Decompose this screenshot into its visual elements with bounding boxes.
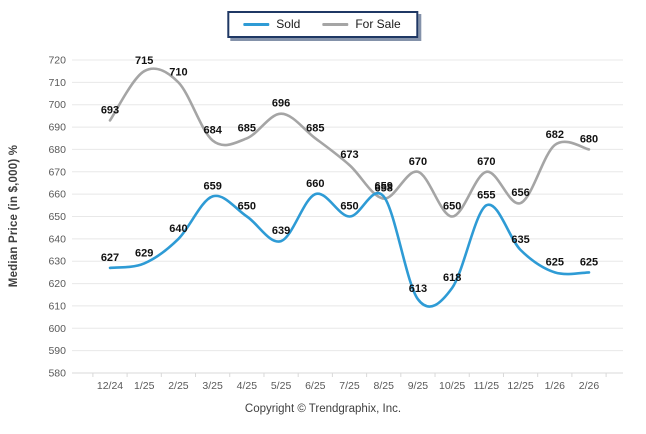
x-tick-label: 1/26 — [545, 380, 566, 392]
for-sale-data-label: 696 — [272, 98, 290, 110]
for-sale-data-label: 670 — [477, 156, 495, 168]
x-tick-label: 4/25 — [237, 380, 258, 392]
x-tick-label: 1/25 — [134, 380, 155, 392]
sold-data-label: 625 — [546, 256, 564, 268]
for-sale-data-label: 685 — [306, 122, 324, 134]
y-tick-label: 590 — [48, 345, 66, 357]
y-tick-label: 650 — [48, 211, 66, 223]
for-sale-data-label: 680 — [580, 133, 598, 145]
for-sale-data-label: 710 — [169, 66, 187, 78]
for-sale-line-swatch — [322, 22, 349, 26]
sold-data-label: 660 — [306, 178, 324, 190]
for-sale-data-label: 658 — [375, 183, 393, 195]
x-tick-label: 8/25 — [373, 380, 394, 392]
y-tick-label: 620 — [48, 278, 66, 290]
for-sale-data-label: 656 — [511, 187, 529, 199]
legend: Sold For Sale — [227, 11, 419, 38]
for-sale-data-label: 684 — [203, 124, 222, 136]
sold-data-label: 640 — [169, 223, 187, 235]
sold-data-label: 650 — [238, 201, 256, 213]
y-tick-label: 690 — [48, 122, 66, 134]
copyright-text: Copyright © Trendgraphix, Inc. — [244, 403, 402, 415]
x-tick-label: 3/25 — [202, 380, 223, 392]
legend-label-for-sale: For Sale — [355, 17, 401, 31]
sold-data-label: 618 — [443, 272, 461, 284]
for-sale-data-label: 685 — [238, 122, 256, 134]
sold-data-label: 659 — [375, 180, 393, 192]
x-tick-label: 5/25 — [271, 380, 292, 392]
for-sale-line — [108, 67, 591, 218]
x-tick-label: 12/25 — [507, 380, 533, 392]
sold-data-label: 627 — [101, 252, 119, 264]
sold-line-swatch — [243, 22, 270, 26]
sold-data-label: 655 — [477, 189, 495, 201]
y-tick-label: 580 — [48, 368, 66, 380]
sold-data-label: 613 — [409, 283, 427, 295]
legend-item-for-sale: For Sale — [322, 17, 401, 31]
sold-data-label: 625 — [580, 256, 598, 268]
y-tick-label: 710 — [48, 77, 66, 89]
sold-data-label: 659 — [203, 180, 221, 192]
for-sale-data-label: 650 — [443, 201, 461, 213]
x-tick-label: 10/25 — [439, 380, 465, 392]
for-sale-data-label: 682 — [546, 129, 564, 141]
y-tick-label: 630 — [48, 256, 66, 268]
legend-item-sold: Sold — [243, 17, 300, 31]
x-tick-label: 2/26 — [579, 380, 600, 392]
x-tick-label: 6/25 — [305, 380, 326, 392]
sold-data-label: 635 — [511, 234, 529, 246]
y-tick-label: 680 — [48, 144, 66, 156]
y-tick-label: 700 — [48, 99, 66, 111]
x-tick-label: 11/25 — [474, 380, 500, 392]
y-tick-label: 600 — [48, 323, 66, 335]
x-tick-label: 9/25 — [408, 380, 429, 392]
for-sale-data-label: 693 — [101, 104, 119, 116]
legend-label-sold: Sold — [276, 17, 301, 31]
y-tick-label: 670 — [48, 166, 66, 178]
x-tick-label: 2/25 — [168, 380, 189, 392]
y-tick-label: 640 — [48, 233, 66, 245]
sold-data-label: 629 — [135, 247, 153, 259]
for-sale-data-label: 715 — [135, 55, 153, 67]
sold-data-label: 650 — [340, 201, 358, 213]
y-tick-label: 720 — [48, 55, 66, 67]
for-sale-data-label: 670 — [409, 156, 427, 168]
x-tick-label: 7/25 — [339, 380, 360, 392]
x-tick-label: 12/24 — [97, 380, 123, 392]
sold-data-label: 639 — [272, 225, 290, 237]
y-tick-label: 660 — [48, 189, 66, 201]
for-sale-data-label: 673 — [340, 149, 358, 161]
sold-line — [108, 192, 591, 308]
y-tick-label: 610 — [48, 300, 66, 312]
